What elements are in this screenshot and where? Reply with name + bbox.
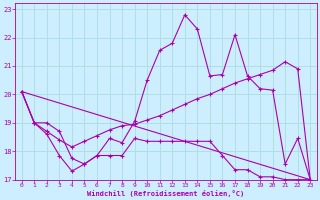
X-axis label: Windchill (Refroidissement éolien,°C): Windchill (Refroidissement éolien,°C) (87, 190, 244, 197)
